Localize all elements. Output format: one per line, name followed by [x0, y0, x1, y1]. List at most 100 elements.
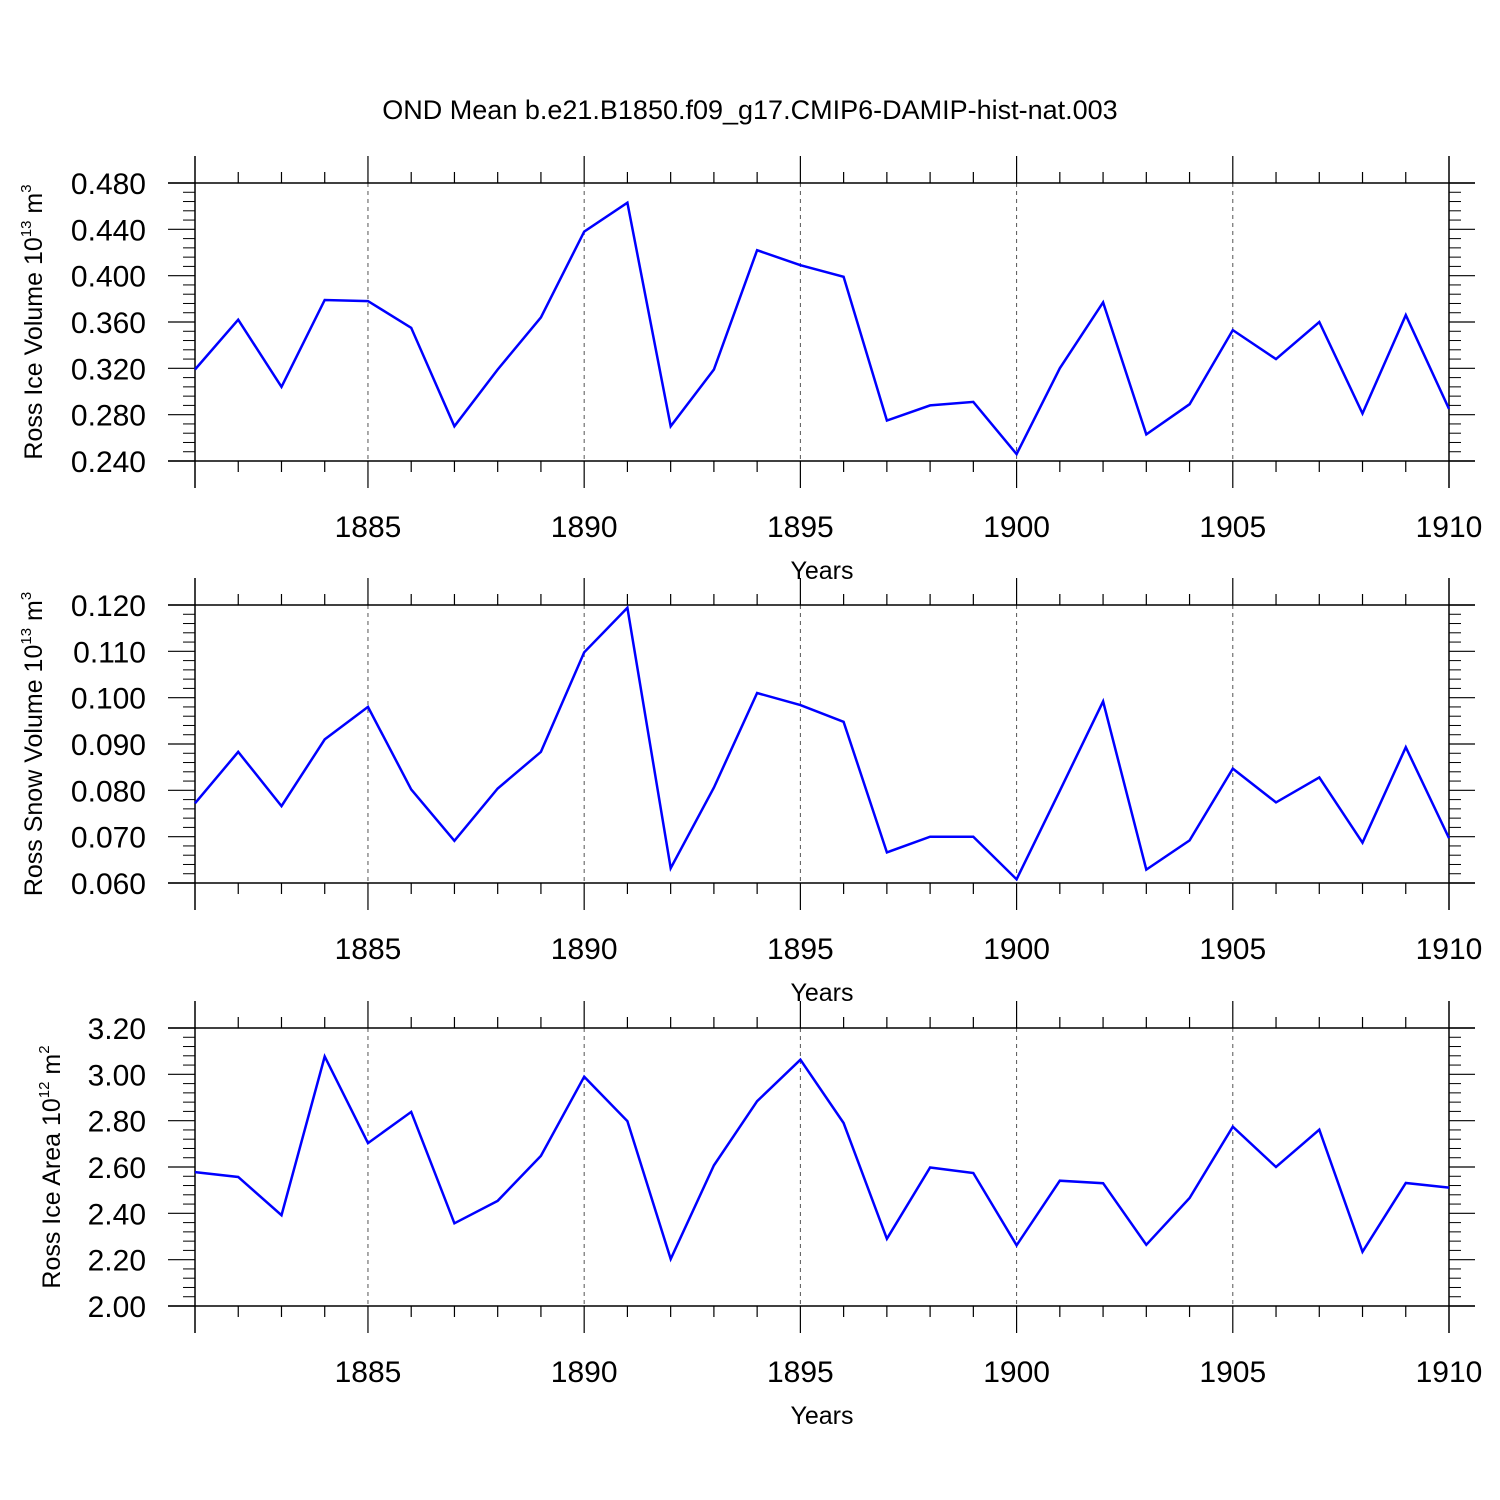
x-tick-label: 1910 [1416, 511, 1483, 544]
data-point [928, 403, 932, 407]
data-point [971, 400, 975, 404]
series-line [194, 200, 1451, 457]
data-point [193, 367, 197, 371]
x-tick-label: 1890 [551, 933, 618, 966]
x-tick-label: 1890 [551, 1356, 618, 1389]
y-tick-label: 0.480 [71, 168, 146, 201]
data-point [582, 650, 586, 654]
data-point [1447, 1186, 1451, 1190]
y-tick-label: 2.20 [88, 1245, 146, 1278]
data-point [1274, 1165, 1278, 1169]
data-point [1404, 313, 1408, 317]
data-point [625, 606, 629, 610]
data-point [712, 367, 716, 371]
x-tick-label: 1885 [335, 511, 402, 544]
x-tick-label: 1895 [767, 933, 834, 966]
data-point [755, 691, 759, 695]
data-point [279, 385, 283, 389]
y-axis-title: Ross Ice Volume 1013 m3 [18, 184, 48, 459]
data-point [885, 418, 889, 422]
data-point [193, 801, 197, 805]
data-point [1058, 789, 1062, 793]
y-tick-label: 3.00 [88, 1059, 146, 1092]
data-point [452, 424, 456, 428]
x-axis-title: Years [790, 1402, 853, 1430]
data-point [323, 1054, 327, 1058]
data-point [1317, 320, 1321, 324]
y-tick-label: 0.400 [71, 261, 146, 294]
data-point [236, 318, 240, 322]
x-tick-label: 1895 [767, 1356, 834, 1389]
data-point [409, 1110, 413, 1114]
data-point [1144, 432, 1148, 436]
data-point [798, 703, 802, 707]
data-point [1231, 1125, 1235, 1129]
data-point [409, 326, 413, 330]
x-tick-label: 1905 [1199, 933, 1266, 966]
y-tick-label: 0.100 [71, 683, 146, 716]
data-point [582, 1075, 586, 1079]
y-tick-label: 0.120 [71, 590, 146, 623]
data-point [366, 299, 370, 303]
data-point [712, 786, 716, 790]
data-point [1101, 1181, 1105, 1185]
data-point [236, 750, 240, 754]
data-point [842, 720, 846, 724]
data-point [496, 786, 500, 790]
y-tick-label: 2.80 [88, 1106, 146, 1139]
data-point [928, 835, 932, 839]
data-point [1317, 1128, 1321, 1132]
y-axis-title: Ross Ice Area 1012 m2 [36, 1045, 66, 1288]
data-point [366, 1141, 370, 1145]
data-point [798, 1058, 802, 1062]
data-point [1404, 745, 1408, 749]
x-axis-title: Years [790, 979, 853, 1007]
x-tick-label: 1890 [551, 511, 618, 544]
data-point [1058, 1179, 1062, 1183]
x-tick-label: 1900 [983, 933, 1050, 966]
data-point [928, 1165, 932, 1169]
x-tick-label: 1905 [1199, 511, 1266, 544]
y-axis-title: Ross Snow Volume 1013 m3 [18, 592, 48, 896]
x-tick-label: 1900 [983, 1356, 1050, 1389]
x-axis-title: Years [790, 557, 853, 585]
data-point [1317, 775, 1321, 779]
x-tick-label: 1885 [335, 933, 402, 966]
x-tick-label: 1895 [767, 511, 834, 544]
y-tick-label: 3.20 [88, 1013, 146, 1046]
y-tick-label: 0.440 [71, 214, 146, 247]
x-tick-label: 1905 [1199, 1356, 1266, 1389]
y-tick-label: 2.00 [88, 1291, 146, 1324]
x-tick-label: 1910 [1416, 1356, 1483, 1389]
y-tick-label: 0.280 [71, 400, 146, 433]
data-point [366, 705, 370, 709]
data-point [1101, 300, 1105, 304]
series-line [194, 1053, 1450, 1263]
data-point [1015, 877, 1019, 881]
data-point [323, 737, 327, 741]
data-point [1361, 412, 1365, 416]
y-tick-label: 0.090 [71, 729, 146, 762]
data-point [496, 367, 500, 371]
data-point [539, 315, 543, 319]
y-tick-label: 0.070 [71, 822, 146, 855]
data-point [1058, 366, 1062, 370]
data-point [236, 1175, 240, 1179]
x-tick-label: 1900 [983, 511, 1050, 544]
data-point [669, 1257, 673, 1261]
data-point [279, 1213, 283, 1217]
data-point [971, 1171, 975, 1175]
data-point [625, 1119, 629, 1123]
chart-title: OND Mean b.e21.B1850.f09_g17.CMIP6-DAMIP… [382, 95, 1117, 125]
data-point [669, 424, 673, 428]
data-point [323, 298, 327, 302]
data-point [1101, 699, 1105, 703]
data-point [755, 1099, 759, 1103]
data-point [539, 1154, 543, 1158]
y-tick-label: 0.060 [71, 868, 146, 901]
data-point [1404, 1181, 1408, 1185]
data-point [1144, 1243, 1148, 1247]
data-point [1188, 1196, 1192, 1200]
data-point [452, 1221, 456, 1225]
